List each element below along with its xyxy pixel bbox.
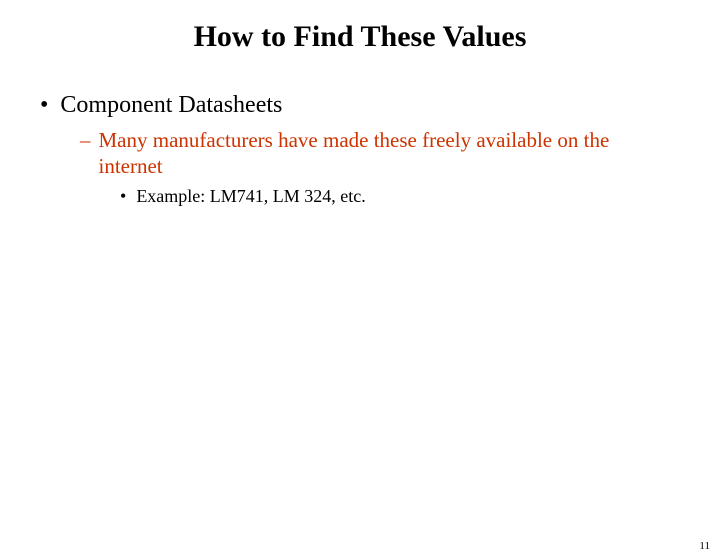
bullet-level-2: – Many manufacturers have made these fre… <box>80 127 680 180</box>
slide-title: How to Find These Values <box>0 20 720 54</box>
page-number: 11 <box>699 540 710 552</box>
bullet-text-l2: Many manufacturers have made these freel… <box>99 127 619 180</box>
bullet-marker-l2: – <box>80 127 91 153</box>
bullet-marker-l3: • <box>120 186 126 207</box>
bullet-level-1: • Component Datasheets <box>40 92 680 119</box>
bullet-level-3: • Example: LM741, LM 324, etc. <box>120 186 680 207</box>
slide-content: • Component Datasheets – Many manufactur… <box>0 92 720 207</box>
bullet-text-l3: Example: LM741, LM 324, etc. <box>136 186 365 207</box>
bullet-text-l1: Component Datasheets <box>60 92 282 119</box>
bullet-marker-l1: • <box>40 92 48 119</box>
